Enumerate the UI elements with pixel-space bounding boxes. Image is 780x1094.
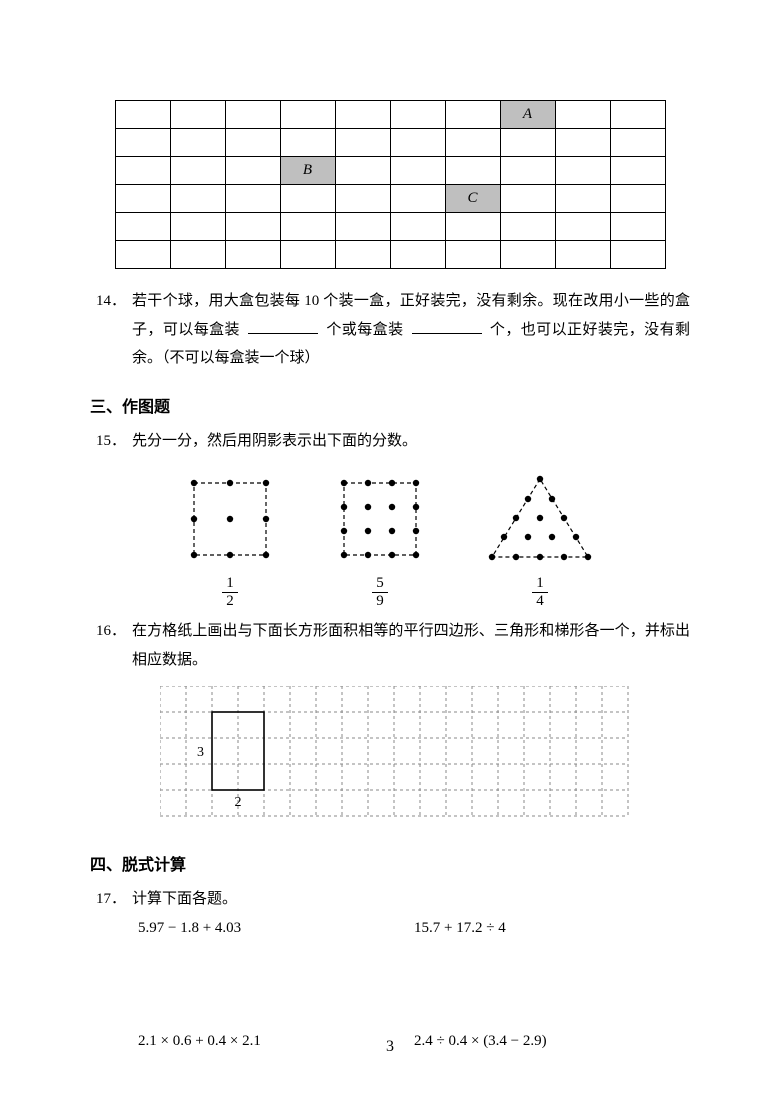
grid-cell	[445, 129, 500, 157]
grid-cell	[555, 129, 610, 157]
grid-cell	[500, 241, 555, 269]
grid-cell	[225, 101, 280, 129]
grid-cell	[335, 185, 390, 213]
section-3-heading: 三、作图题	[90, 393, 690, 417]
q16-grid: 3 2	[160, 686, 660, 826]
grid-cell	[390, 241, 445, 269]
grid-cell	[335, 101, 390, 129]
q17-expr-2: 15.7 + 17.2 ÷ 4	[414, 920, 690, 937]
grid-cell	[610, 185, 665, 213]
grid-cell	[225, 241, 280, 269]
grid-cell	[335, 157, 390, 185]
q17-expr-1: 5.97 − 1.8 + 4.03	[138, 920, 414, 937]
grid-cell	[115, 129, 170, 157]
grid-cell: A	[500, 101, 555, 129]
q16-grid-wrap: 3 2	[160, 686, 690, 831]
grid-cell	[555, 185, 610, 213]
grid-cell	[390, 213, 445, 241]
q15-square-1	[180, 469, 280, 569]
grid-cell	[445, 157, 500, 185]
q14: 14． 若干个球，用大盒包装每 10 个装一盒，正好装完，没有剩余。现在改用小一…	[90, 287, 690, 373]
grid-cell	[555, 101, 610, 129]
q15-frac-3: 1 4	[532, 575, 548, 609]
grid-cell	[170, 157, 225, 185]
grid-cell: C	[445, 185, 500, 213]
grid-cell	[610, 213, 665, 241]
q17-number: 17．	[90, 885, 132, 914]
grid-cell	[115, 185, 170, 213]
grid-cell	[610, 129, 665, 157]
grid-cell	[335, 241, 390, 269]
q17-row-1: 5.97 − 1.8 + 4.03 15.7 + 17.2 ÷ 4	[138, 920, 690, 937]
q15-fig-2: 5 9	[330, 469, 430, 609]
q15-square-2	[330, 469, 430, 569]
q17-text: 计算下面各题。	[132, 885, 690, 914]
q14-number: 14．	[90, 287, 132, 373]
grid-cell	[115, 157, 170, 185]
grid-cell	[225, 185, 280, 213]
q15-number: 15．	[90, 427, 132, 456]
grid-cell	[500, 213, 555, 241]
grid-cell	[225, 157, 280, 185]
q15-triangle	[480, 469, 600, 569]
grid-cell	[335, 129, 390, 157]
grid-cell	[115, 101, 170, 129]
q15-fig-1: 1 2	[180, 469, 280, 609]
q14-body: 若干个球，用大盒包装每 10 个装一盒，正好装完，没有剩余。现在改用小一些的盒子…	[132, 287, 690, 373]
grid-cell	[610, 157, 665, 185]
grid-cell: B	[280, 157, 335, 185]
grid-cell	[500, 129, 555, 157]
q14-blank-1	[248, 319, 318, 334]
grid-cell	[115, 213, 170, 241]
grid-cell	[390, 157, 445, 185]
grid-cell	[500, 185, 555, 213]
q17: 17． 计算下面各题。	[90, 885, 690, 914]
q16-text: 在方格纸上画出与下面长方形面积相等的平行四边形、三角形和梯形各一个，并标出相应数…	[132, 617, 690, 674]
grid-cell	[115, 241, 170, 269]
grid-cell	[280, 101, 335, 129]
grid-cell	[555, 241, 610, 269]
grid-cell	[225, 213, 280, 241]
q15-figures: 1 2 5 9	[90, 469, 690, 609]
q15-text: 先分一分，然后用阴影表示出下面的分数。	[132, 427, 690, 456]
grid-cell	[445, 241, 500, 269]
q15-frac-2: 5 9	[372, 575, 388, 609]
q14-blank-2	[412, 319, 482, 334]
grid-cell	[610, 241, 665, 269]
grid-cell	[280, 185, 335, 213]
section-4-heading: 四、脱式计算	[90, 851, 690, 875]
q14-text-b: 个或每盒装	[326, 322, 403, 338]
q16-number: 16．	[90, 617, 132, 674]
grid-cell	[170, 213, 225, 241]
q15-frac-1: 1 2	[222, 575, 238, 609]
grid-cell	[445, 101, 500, 129]
grid-cell	[390, 129, 445, 157]
q16-label-w: 2	[235, 795, 242, 810]
q16: 16． 在方格纸上画出与下面长方形面积相等的平行四边形、三角形和梯形各一个，并标…	[90, 617, 690, 674]
grid-cell	[280, 213, 335, 241]
grid-cell	[390, 101, 445, 129]
page-number: 3	[0, 1038, 780, 1056]
grid-cell	[390, 185, 445, 213]
grid-cell	[170, 185, 225, 213]
grid-cell	[335, 213, 390, 241]
grid-cell	[500, 157, 555, 185]
grid-cell	[225, 129, 280, 157]
grid-cell	[170, 129, 225, 157]
grid-cell	[610, 101, 665, 129]
q16-label-h: 3	[197, 745, 204, 760]
q13-grid: A B C	[115, 100, 666, 269]
q15-fig-3: 1 4	[480, 469, 600, 609]
grid-cell	[170, 241, 225, 269]
q15: 15． 先分一分，然后用阴影表示出下面的分数。	[90, 427, 690, 456]
grid-cell	[170, 101, 225, 129]
grid-cell	[555, 213, 610, 241]
grid-cell	[280, 129, 335, 157]
grid-cell	[555, 157, 610, 185]
grid-cell	[445, 213, 500, 241]
grid-cell	[280, 241, 335, 269]
